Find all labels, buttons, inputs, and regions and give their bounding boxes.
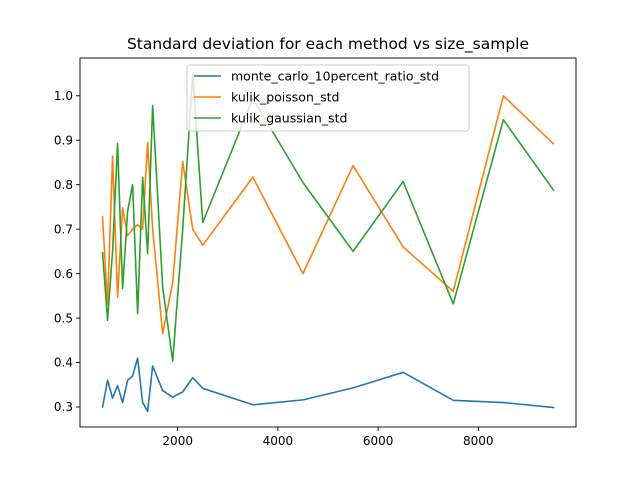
plot-area xyxy=(101,72,555,413)
chart-title: Standard deviation for each method vs si… xyxy=(127,35,529,54)
axes-frame xyxy=(79,57,577,428)
x-tick-label: 4000 xyxy=(263,434,294,448)
y-tick-label: 0.3 xyxy=(54,400,73,414)
y-tick-label: 1.0 xyxy=(54,89,73,103)
legend: monte_carlo_10percent_ratio_std kulik_poi… xyxy=(186,64,470,132)
series-line-kulik-gaussian-std xyxy=(101,72,555,363)
series-line-monte-carlo-10percent-ratio-std xyxy=(101,357,555,413)
legend-label: kulik_gaussian_std xyxy=(231,111,347,126)
y-tick-label: 0.9 xyxy=(54,133,73,147)
y-tick-label: 0.4 xyxy=(54,356,73,370)
legend-label: kulik_poisson_std xyxy=(231,90,339,105)
y-tick-label: 0.6 xyxy=(54,267,73,281)
x-tick-label: 6000 xyxy=(363,434,394,448)
x-tick-label: 2000 xyxy=(162,434,193,448)
axes: 2000 4000 6000 8000 0.3 0.4 0.5 0.6 0.7 0.8 0.9 1.0 xyxy=(54,57,577,448)
y-tick-label: 0.5 xyxy=(54,311,73,325)
legend-label: monte_carlo_10percent_ratio_std xyxy=(231,69,439,84)
y-tick-label: 0.8 xyxy=(54,178,73,192)
x-tick-label: 8000 xyxy=(463,434,494,448)
legend-box xyxy=(186,64,470,132)
y-tick-label: 0.7 xyxy=(54,222,73,236)
